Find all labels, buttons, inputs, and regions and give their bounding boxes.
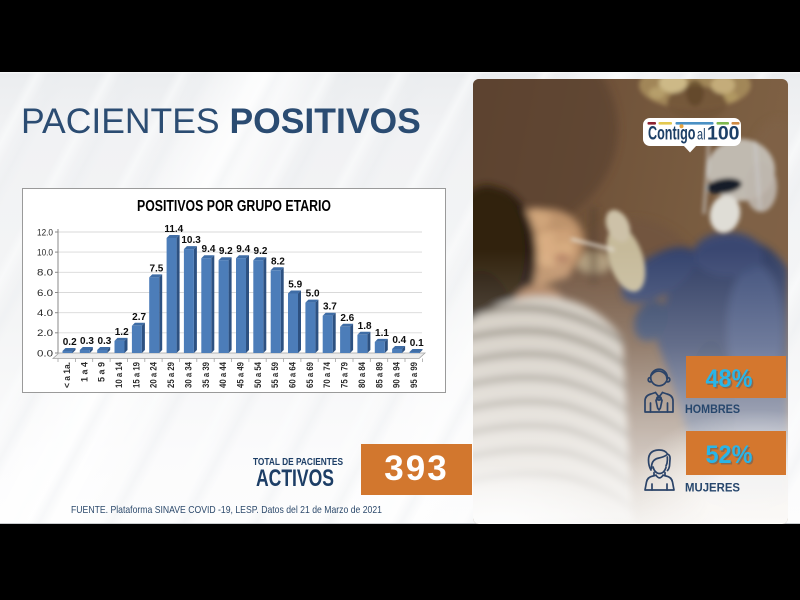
svg-text:25 a 29: 25 a 29 [166,362,176,388]
svg-text:52%: 52% [706,441,753,469]
svg-text:20 a 24: 20 a 24 [149,362,159,388]
svg-text:9.2: 9.2 [254,246,268,257]
svg-text:TOTAL DE PACIENTES: TOTAL DE PACIENTES [253,457,343,468]
svg-text:65 a 69: 65 a 69 [305,362,315,388]
svg-text:15 a 19: 15 a 19 [131,362,141,388]
svg-text:9.4: 9.4 [202,244,216,255]
svg-text:10.0: 10.0 [37,248,53,259]
svg-text:< a 1a.: < a 1a. [62,362,72,388]
svg-text:12.0: 12.0 [37,227,53,238]
svg-text:0.0: 0.0 [37,348,53,359]
svg-text:95 a 99: 95 a 99 [409,362,419,388]
svg-text:2.0: 2.0 [37,328,53,339]
svg-text:85 a 89: 85 a 89 [374,362,384,388]
svg-text:8.0: 8.0 [37,268,53,279]
svg-text:1.2: 1.2 [115,327,129,338]
svg-text:POSITIVOS POR GRUPO ETARIO: POSITIVOS POR GRUPO ETARIO [137,198,331,215]
svg-text:HOMBRES: HOMBRES [685,404,740,416]
svg-text:9.4: 9.4 [236,244,250,255]
svg-text:9.2: 9.2 [219,246,233,257]
svg-text:100: 100 [707,124,740,145]
svg-text:75 a 79: 75 a 79 [340,362,350,388]
svg-text:5 a 9: 5 a 9 [97,362,107,382]
svg-text:1 a 4: 1 a 4 [79,362,89,382]
svg-text:30 a 34: 30 a 34 [183,362,193,388]
svg-text:70 a 74: 70 a 74 [322,362,332,388]
svg-text:MUJERES: MUJERES [685,483,740,495]
svg-text:Contıgo: Contıgo [648,124,696,145]
svg-text:6.0: 6.0 [37,288,53,299]
svg-text:90 a 94: 90 a 94 [392,362,402,388]
svg-text:48%: 48% [707,367,754,395]
svg-text:0.4: 0.4 [392,335,406,346]
svg-text:2.6: 2.6 [340,313,354,324]
svg-text:7.5: 7.5 [149,263,163,274]
svg-text:55 a 59: 55 a 59 [270,362,280,388]
svg-text:5.0: 5.0 [306,289,320,300]
svg-text:1.8: 1.8 [358,321,372,332]
svg-text:FUENTE. Plataforma SINAVE COVI: FUENTE. Plataforma SINAVE COVID -19, LES… [71,504,382,516]
svg-text:5.9: 5.9 [288,280,302,291]
svg-text:3.7: 3.7 [323,302,337,313]
svg-text:10 a 14: 10 a 14 [114,362,124,388]
svg-text:ACTIVOS: ACTIVOS [256,465,334,492]
svg-text:48%: 48% [706,365,753,393]
svg-text:0.2: 0.2 [63,337,77,348]
svg-text:2.7: 2.7 [132,312,146,323]
svg-text:4.0: 4.0 [37,308,53,319]
svg-text:11.4: 11.4 [164,224,183,235]
svg-text:52%: 52% [707,443,754,471]
svg-text:10.3: 10.3 [181,235,201,246]
svg-text:50 a 54: 50 a 54 [253,362,263,388]
svg-text:40 a 44: 40 a 44 [218,362,228,388]
svg-text:0.1: 0.1 [410,338,424,349]
svg-text:60 a 64: 60 a 64 [288,362,298,388]
svg-text:0.3: 0.3 [97,336,111,347]
svg-text:1.1: 1.1 [375,328,389,339]
svg-text:35 a 39: 35 a 39 [201,362,211,388]
svg-text:8.2: 8.2 [271,256,285,267]
svg-text:al: al [697,127,706,144]
svg-text:45 a 49: 45 a 49 [236,362,246,388]
svg-text:0.3: 0.3 [80,336,94,347]
svg-text:80 a 84: 80 a 84 [357,362,367,388]
